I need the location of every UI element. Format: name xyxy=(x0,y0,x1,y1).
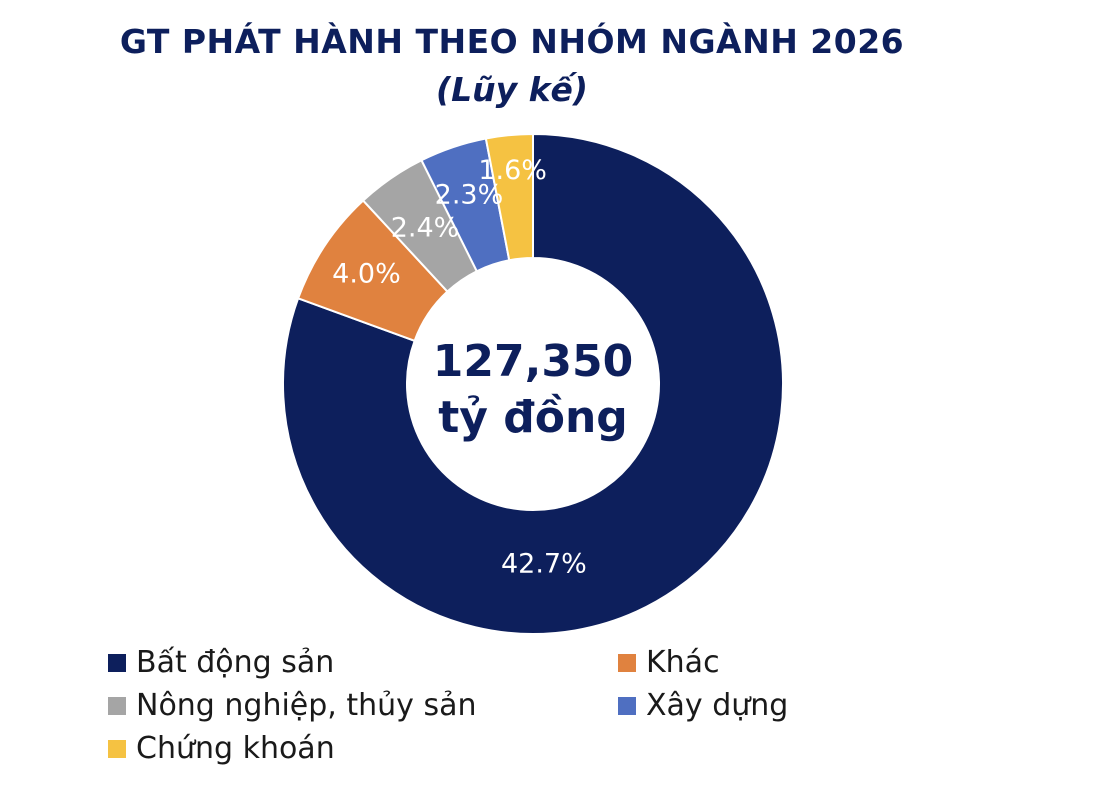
legend-label: Xây dựng xyxy=(646,688,789,723)
donut-slices xyxy=(282,132,784,635)
chart-subtitle: (Lũy kế) xyxy=(435,70,588,109)
center-value: 127,350 xyxy=(433,336,633,387)
legend-swatch xyxy=(618,696,636,715)
slice-label-nong-nghiep: 2.4% xyxy=(391,213,460,244)
legend-entry-bat-dong-san: Bất động sản xyxy=(108,645,334,680)
legend-swatch xyxy=(108,653,126,672)
legend-label: Khác xyxy=(646,645,720,680)
slice-label-bat-dong-san: 42.7% xyxy=(501,549,587,580)
legend-entry-xay-dung: Xây dựng xyxy=(618,688,788,723)
slice-label-chung-khoan: 1.6% xyxy=(478,155,547,186)
legend-label: Nông nghiệp, thủy sản xyxy=(136,688,477,723)
slice-labels: 42.7% 4.0% 2.4%2.3%1.6% xyxy=(332,155,587,580)
legend-entry-chung-khoan: Chứng khoán xyxy=(108,731,335,766)
slice-chung-khoan xyxy=(484,132,534,262)
slice-label-khac: 4.0% xyxy=(332,258,401,289)
center-unit: tỷ đồng xyxy=(438,392,628,443)
legend-entry-khac: Khác xyxy=(618,645,720,680)
legend-swatch xyxy=(618,653,636,672)
slice-label-xay-dung: 2.3% xyxy=(435,180,504,211)
chart-title: GT PHÁT HÀNH THEO NHÓM NGÀNH 2026 xyxy=(119,22,905,61)
slice-bat-dong-san xyxy=(282,132,784,635)
legend-swatch xyxy=(108,739,126,758)
legend-label: Bất động sản xyxy=(136,645,335,680)
legend-swatch xyxy=(108,696,126,715)
legend-label: Chứng khoán xyxy=(136,731,335,766)
legend-entry-nong-nghiep: Nông nghiệp, thủy sản xyxy=(108,688,476,723)
